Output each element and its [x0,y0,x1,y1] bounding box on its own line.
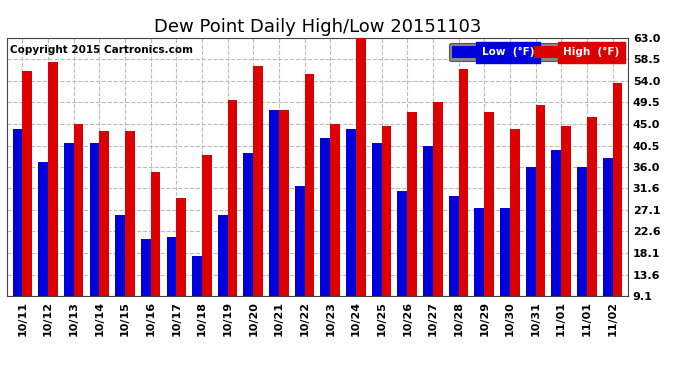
Bar [561,126,571,296]
Bar [38,162,48,296]
Bar [526,167,535,296]
Bar [74,124,83,296]
Title: Dew Point Daily High/Low 20151103: Dew Point Daily High/Low 20151103 [154,18,481,36]
Bar [22,71,32,296]
Bar [448,196,459,296]
Bar [141,239,150,296]
Bar [586,117,597,296]
Bar [150,172,160,296]
Bar [346,129,356,296]
Bar [484,112,494,296]
Bar [577,167,586,296]
Bar [295,186,304,296]
Bar [320,138,331,296]
Bar [613,83,622,296]
Bar [356,33,366,296]
Bar [48,62,58,296]
Bar [551,150,561,296]
Bar [407,112,417,296]
Bar [115,215,125,296]
Bar [12,129,22,296]
Bar [176,198,186,296]
Bar [166,237,176,296]
Bar [90,143,99,296]
Bar [423,146,433,296]
Bar [244,153,253,296]
Bar [433,102,442,296]
Legend: Low  (°F), High  (°F): Low (°F), High (°F) [449,43,622,61]
Bar [269,110,279,296]
Bar [64,143,74,296]
Bar [193,256,202,296]
Bar [510,129,520,296]
Bar [535,105,545,296]
Bar [253,66,263,296]
Bar [218,215,228,296]
Bar [397,191,407,296]
Bar [475,208,484,296]
Bar [202,155,212,296]
Bar [603,158,613,296]
Bar [304,74,315,296]
Bar [331,124,340,296]
Bar [125,131,135,296]
Bar [382,126,391,296]
Text: Copyright 2015 Cartronics.com: Copyright 2015 Cartronics.com [10,45,193,55]
Bar [500,208,510,296]
Bar [99,131,109,296]
Bar [459,69,469,296]
Bar [279,110,288,296]
Bar [228,100,237,296]
Bar [372,143,382,296]
